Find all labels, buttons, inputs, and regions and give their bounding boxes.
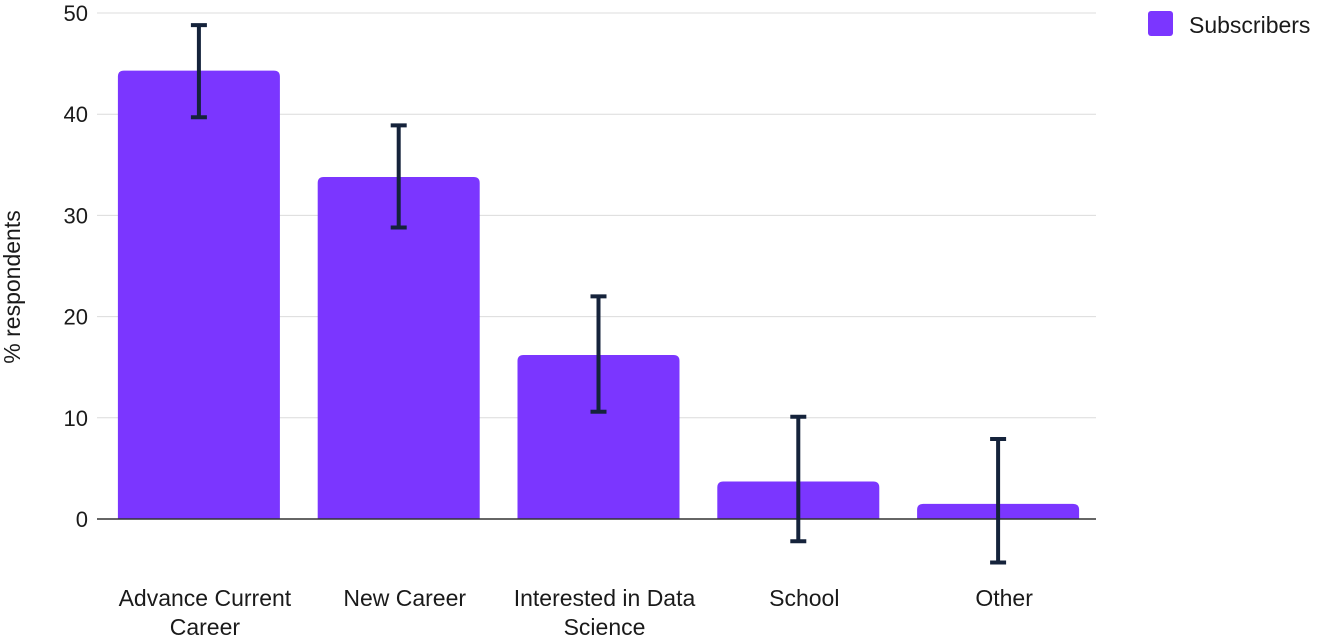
legend: Subscribers (1148, 11, 1310, 38)
bar-2 (517, 355, 680, 519)
error-bar-0 (190, 23, 207, 120)
bar-1 (317, 176, 480, 519)
x-category-label-2: Interested in Data Science (514, 585, 696, 638)
error-bar-4 (990, 437, 1007, 565)
error-bar-1 (390, 123, 407, 230)
y-axis-label: % respondents (0, 210, 25, 363)
legend-label-subscribers: Subscribers (1189, 12, 1310, 38)
error-bar-3 (790, 414, 807, 544)
legend-swatch-subscribers (1148, 11, 1173, 36)
x-axis-category-labels: Advance Current Career New Career Intereste… (119, 585, 1034, 638)
x-category-label-3: School (769, 585, 839, 611)
x-category-label-1: New Career (343, 585, 466, 611)
x-category-label-4: Other (975, 585, 1033, 611)
y-tick-label-10: 10 (64, 406, 88, 431)
error-bar-2 (590, 294, 607, 414)
y-tick-label-40: 40 (64, 102, 88, 127)
y-tick-label-50: 50 (64, 1, 88, 26)
y-tick-label-20: 20 (64, 305, 88, 330)
y-axis-ticks: 0 10 20 30 40 50 (64, 1, 88, 532)
y-tick-label-0: 0 (76, 507, 88, 532)
bar-0 (117, 70, 280, 520)
y-tick-label-30: 30 (64, 203, 88, 228)
error-bars (190, 23, 1007, 565)
x-category-label-0: Advance Current Career (119, 585, 292, 638)
